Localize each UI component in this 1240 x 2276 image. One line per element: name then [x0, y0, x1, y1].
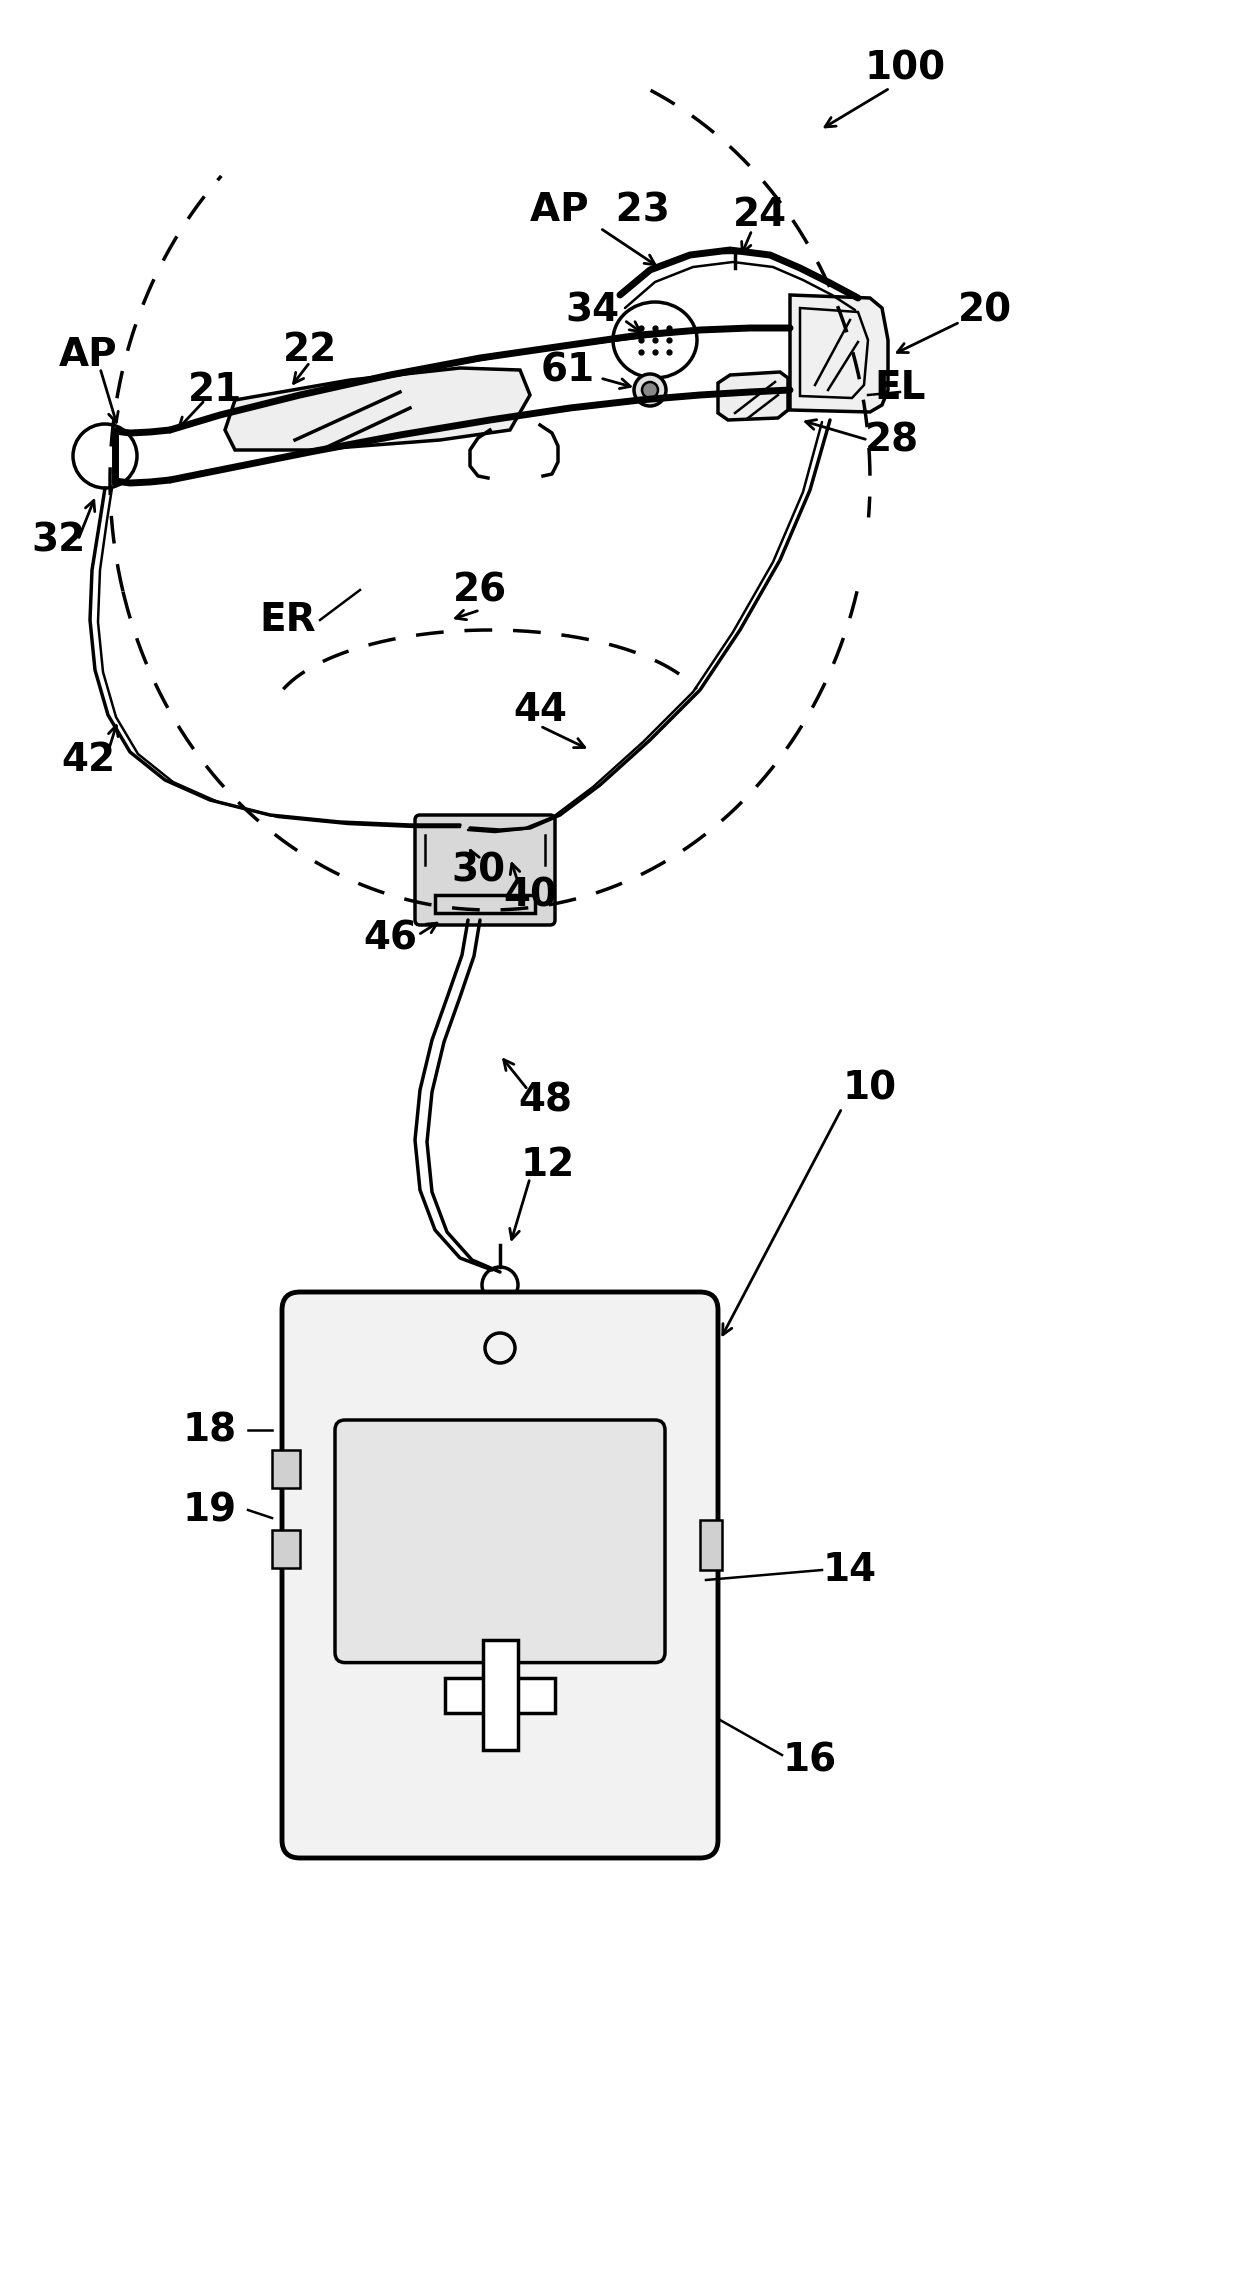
Bar: [445, 1677, 556, 1714]
Circle shape: [642, 382, 658, 398]
Text: 21: 21: [188, 371, 242, 410]
Text: 16: 16: [782, 1741, 837, 1780]
Text: AP  23: AP 23: [529, 191, 670, 230]
Text: 14: 14: [823, 1550, 877, 1589]
Text: 100: 100: [864, 50, 946, 86]
Text: AP: AP: [58, 337, 118, 373]
Text: 20: 20: [959, 291, 1012, 330]
Bar: [484, 1641, 518, 1750]
FancyBboxPatch shape: [281, 1293, 718, 1857]
FancyBboxPatch shape: [335, 1420, 665, 1661]
Text: 40: 40: [503, 876, 557, 915]
Text: 30: 30: [451, 851, 505, 890]
Text: 34: 34: [565, 291, 619, 330]
Polygon shape: [224, 369, 529, 451]
Text: 48: 48: [518, 1081, 572, 1120]
Circle shape: [634, 373, 666, 405]
Text: 61: 61: [541, 351, 595, 389]
Text: 46: 46: [363, 920, 417, 956]
Text: 42: 42: [61, 742, 115, 778]
Bar: [272, 1529, 300, 1568]
Text: 19: 19: [184, 1491, 237, 1529]
Bar: [701, 1520, 722, 1570]
Bar: [435, 894, 534, 913]
Text: 26: 26: [453, 571, 507, 610]
Text: 24: 24: [733, 196, 787, 234]
Text: 10: 10: [843, 1070, 897, 1106]
Text: 12: 12: [521, 1147, 575, 1184]
Bar: [272, 1450, 300, 1489]
Text: 44: 44: [513, 692, 567, 728]
Text: ER: ER: [259, 601, 316, 640]
Text: 28: 28: [866, 421, 919, 460]
Text: 18: 18: [184, 1411, 237, 1450]
FancyBboxPatch shape: [415, 815, 556, 924]
Text: 32: 32: [31, 521, 86, 560]
Text: 22: 22: [283, 330, 337, 369]
Polygon shape: [718, 371, 787, 421]
Text: EL: EL: [874, 369, 926, 407]
Polygon shape: [790, 296, 888, 412]
